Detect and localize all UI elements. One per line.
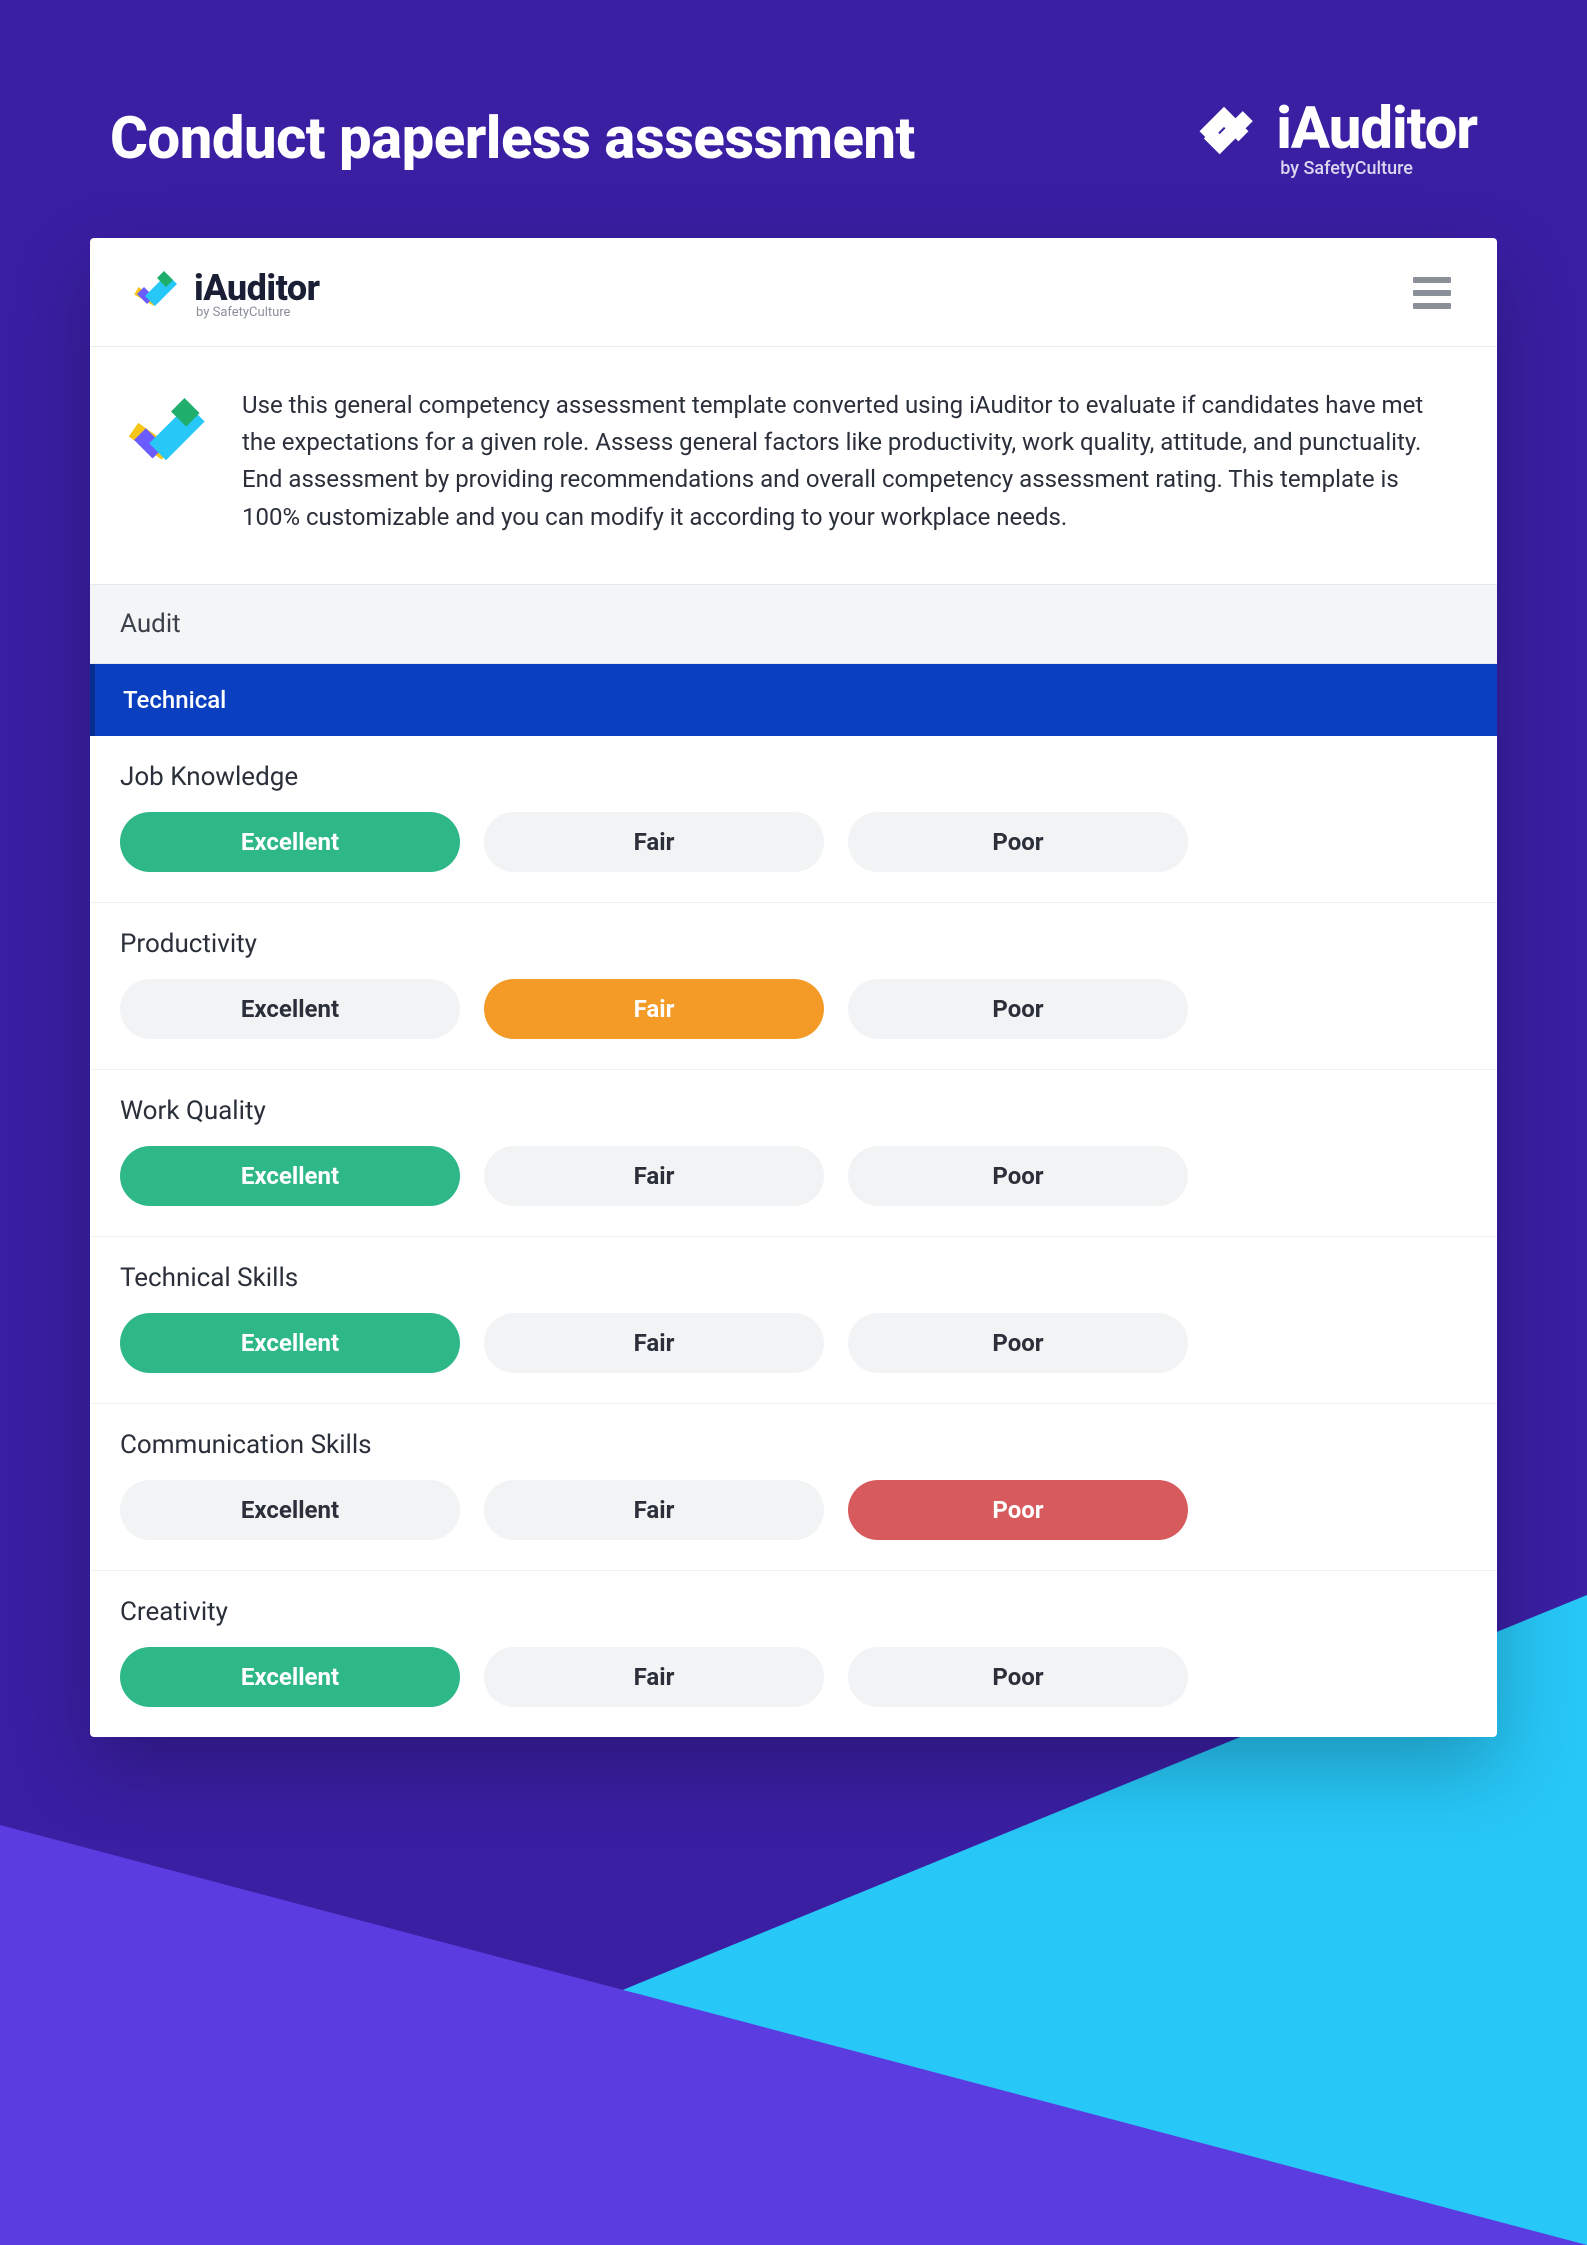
option-poor[interactable]: Poor <box>848 812 1188 872</box>
question-title: Communication Skills <box>120 1430 1467 1460</box>
hero-brand-text: iAuditor by SafetyCulture <box>1276 100 1477 178</box>
app-card: iAuditor by SafetyCulture Use this gener <box>90 238 1497 1737</box>
question-options: Excellent Fair Poor <box>120 979 1467 1039</box>
option-fair[interactable]: Fair <box>484 979 824 1039</box>
question-block: Technical Skills Excellent Fair Poor <box>90 1236 1497 1403</box>
section-technical[interactable]: Technical <box>90 664 1497 736</box>
question-title: Creativity <box>120 1597 1467 1627</box>
hamburger-bar-icon <box>1413 277 1451 283</box>
question-title: Job Knowledge <box>120 762 1467 792</box>
question-title: Productivity <box>120 929 1467 959</box>
question-options: Excellent Fair Poor <box>120 1647 1467 1707</box>
question-options: Excellent Fair Poor <box>120 1313 1467 1373</box>
intro-logo-icon <box>124 387 208 481</box>
option-fair[interactable]: Fair <box>484 812 824 872</box>
question-block: Job Knowledge Excellent Fair Poor <box>90 736 1497 902</box>
questions-container: Job KnowledgeExcellentFairPoorProductivi… <box>90 736 1497 1737</box>
question-title: Technical Skills <box>120 1263 1467 1293</box>
hamburger-bar-icon <box>1413 303 1451 309</box>
hamburger-bar-icon <box>1413 290 1451 296</box>
option-excellent[interactable]: Excellent <box>120 1480 460 1540</box>
option-fair[interactable]: Fair <box>484 1313 824 1373</box>
menu-button[interactable] <box>1407 271 1457 315</box>
hero-title: Conduct paperless assessment <box>110 105 915 173</box>
card-brand-text: iAuditor by SafetyCulture <box>194 267 320 320</box>
option-fair[interactable]: Fair <box>484 1480 824 1540</box>
option-excellent[interactable]: Excellent <box>120 979 460 1039</box>
option-excellent[interactable]: Excellent <box>120 1647 460 1707</box>
card-brand: iAuditor by SafetyCulture <box>130 266 320 320</box>
question-block: Productivity Excellent Fair Poor <box>90 902 1497 1069</box>
iauditor-logo-icon <box>1188 101 1260 177</box>
hero: Conduct paperless assessment iAuditor by… <box>90 100 1497 178</box>
hero-brand: iAuditor by SafetyCulture <box>1188 100 1477 178</box>
option-poor[interactable]: Poor <box>848 1480 1188 1540</box>
intro: Use this general competency assessment t… <box>90 347 1497 584</box>
option-excellent[interactable]: Excellent <box>120 812 460 872</box>
card-header: iAuditor by SafetyCulture <box>90 238 1497 347</box>
option-poor[interactable]: Poor <box>848 1313 1188 1373</box>
question-options: Excellent Fair Poor <box>120 812 1467 872</box>
question-block: Creativity Excellent Fair Poor <box>90 1570 1497 1737</box>
question-block: Work Quality Excellent Fair Poor <box>90 1069 1497 1236</box>
intro-text: Use this general competency assessment t… <box>242 387 1449 536</box>
question-title: Work Quality <box>120 1096 1467 1126</box>
option-excellent[interactable]: Excellent <box>120 1313 460 1373</box>
option-fair[interactable]: Fair <box>484 1146 824 1206</box>
question-options: Excellent Fair Poor <box>120 1146 1467 1206</box>
option-poor[interactable]: Poor <box>848 1647 1188 1707</box>
page: Conduct paperless assessment iAuditor by… <box>0 0 1587 2245</box>
tab-audit[interactable]: Audit <box>90 584 1497 664</box>
option-poor[interactable]: Poor <box>848 1146 1188 1206</box>
option-poor[interactable]: Poor <box>848 979 1188 1039</box>
question-block: Communication Skills Excellent Fair Poor <box>90 1403 1497 1570</box>
option-fair[interactable]: Fair <box>484 1647 824 1707</box>
option-excellent[interactable]: Excellent <box>120 1146 460 1206</box>
card-brand-name: iAuditor <box>194 267 320 309</box>
question-options: Excellent Fair Poor <box>120 1480 1467 1540</box>
iauditor-logo-icon <box>130 266 180 320</box>
hero-brand-name: iAuditor <box>1276 100 1477 158</box>
